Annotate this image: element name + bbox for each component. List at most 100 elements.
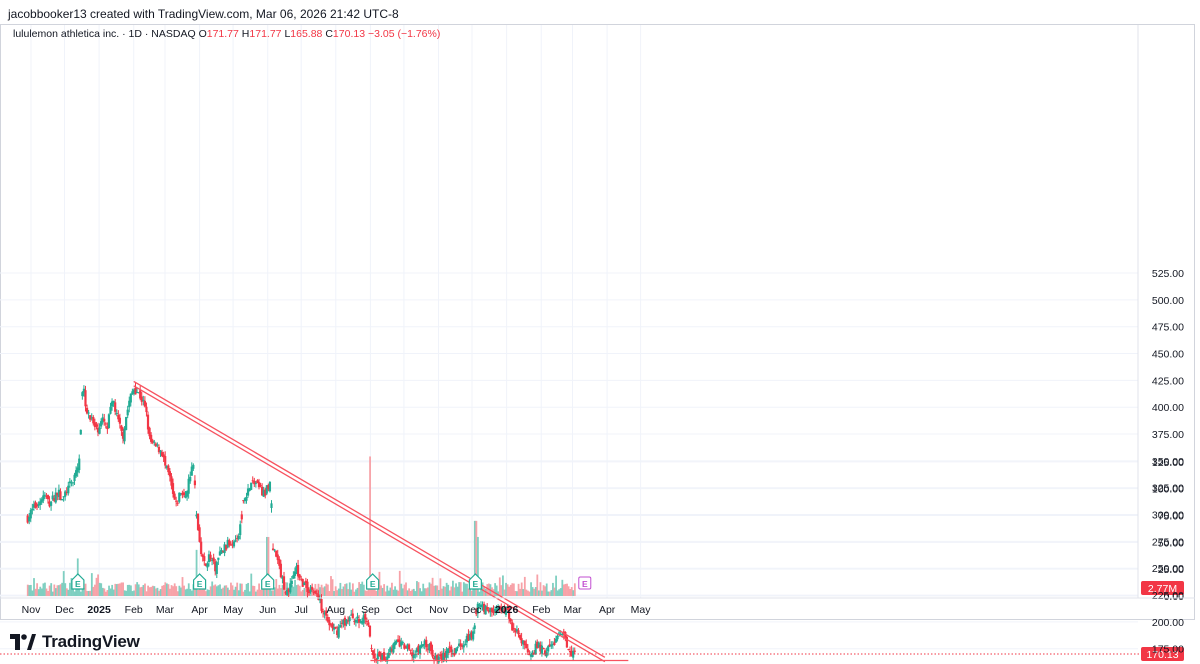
volume-bar (525, 589, 528, 596)
volume-bar (190, 590, 193, 596)
candle-body (261, 486, 264, 496)
volume-bar (33, 578, 35, 596)
volume-bar (222, 587, 225, 596)
volume-bar (334, 586, 337, 596)
time-tick-label: Dec (55, 604, 74, 616)
candle-body (40, 499, 43, 503)
volume-bar (114, 583, 117, 596)
candle-body (106, 426, 109, 430)
volume-bar (427, 587, 429, 596)
volume-bar (123, 590, 126, 596)
candle-body (279, 563, 282, 578)
candle-body (307, 589, 311, 594)
volume-bar (144, 583, 146, 596)
candle-body (112, 400, 115, 404)
volume-bar (158, 590, 160, 596)
volume-bar (228, 589, 231, 596)
candle-body (82, 388, 86, 393)
chart-area[interactable] (0, 24, 1195, 620)
candle-body (371, 650, 375, 656)
candle-body (529, 654, 533, 657)
candle-body (451, 652, 454, 654)
candle-body (351, 613, 354, 619)
volume-bar (408, 588, 411, 596)
volume-bar (162, 585, 165, 596)
candle-body (509, 618, 512, 622)
volume-bar (81, 589, 84, 596)
volume-bar (69, 582, 71, 596)
volume-bar (341, 589, 343, 596)
volume-bar (37, 589, 40, 596)
tradingview-logo-icon (10, 634, 36, 650)
candle-body (64, 491, 67, 497)
volume-bar (117, 583, 120, 596)
high-label: H (241, 28, 250, 40)
candle-body (467, 634, 470, 641)
volume-bar (366, 590, 368, 596)
volume-bar (298, 585, 301, 596)
candle-body (170, 476, 173, 486)
candle-body (68, 481, 71, 484)
candle-body (404, 646, 408, 648)
candle-body (284, 592, 287, 594)
tradingview-logo[interactable]: TradingView (10, 632, 140, 652)
candle-body (37, 504, 40, 506)
candle-body (215, 562, 218, 574)
earnings-marker (468, 573, 482, 590)
volume-bar (545, 583, 548, 596)
candle-body (365, 620, 368, 622)
candle-body (123, 428, 126, 442)
volume-bar (186, 588, 189, 596)
volume-bar (356, 587, 359, 596)
volume-bar (272, 590, 275, 596)
earnings-marker-label: E (197, 579, 203, 589)
volume-bar (481, 582, 484, 596)
volume-bar (445, 582, 448, 596)
volume-bar (400, 583, 403, 596)
volume-bar (392, 589, 395, 596)
volume-bar (94, 584, 96, 596)
candle-body (254, 482, 257, 484)
candle-body (548, 644, 551, 647)
volume-bar (369, 456, 371, 596)
candle-body (103, 418, 106, 422)
candle-body (104, 423, 107, 425)
candle-body (270, 503, 273, 508)
price-tick-label: 225.00 (1152, 590, 1184, 602)
volume-bar (239, 583, 242, 596)
volume-bar (325, 583, 328, 596)
candle-body (572, 650, 575, 658)
volume-bar (508, 586, 511, 596)
volume-bar (506, 584, 509, 596)
time-tick-label: Sep (361, 604, 380, 616)
volume-bar (259, 589, 262, 596)
candle-body (354, 619, 358, 623)
candle-body (412, 654, 415, 659)
volume-bar (61, 582, 64, 596)
symbol-legend: lululemon athletica inc. · 1D · NASDAQ O… (13, 28, 440, 40)
candle-body (271, 548, 275, 551)
volume-bar (511, 583, 514, 596)
volume-bar (375, 590, 378, 596)
volume-bar (112, 589, 115, 596)
candle-body (257, 482, 261, 488)
volume-bar (509, 584, 512, 596)
volume-bar (176, 591, 179, 596)
volume-bar (542, 585, 545, 596)
candle-body (229, 544, 232, 546)
candle-body (195, 514, 198, 517)
volume-bar (42, 583, 45, 596)
candle-body (154, 443, 157, 447)
candle-body (45, 496, 48, 498)
candle-body (256, 480, 259, 484)
candle-body (479, 604, 483, 608)
price-axis: 525.00 500.00 475.00 450.00 425.00 400.00 375.… (1137, 25, 1184, 656)
volume-bar (359, 583, 362, 596)
volume-bar (558, 589, 561, 596)
volume-bar (205, 591, 207, 596)
time-tick-label: Feb (532, 604, 550, 616)
candle-body (232, 541, 236, 547)
time-tick-label: Aug (326, 604, 345, 616)
volume-bar (292, 586, 295, 596)
